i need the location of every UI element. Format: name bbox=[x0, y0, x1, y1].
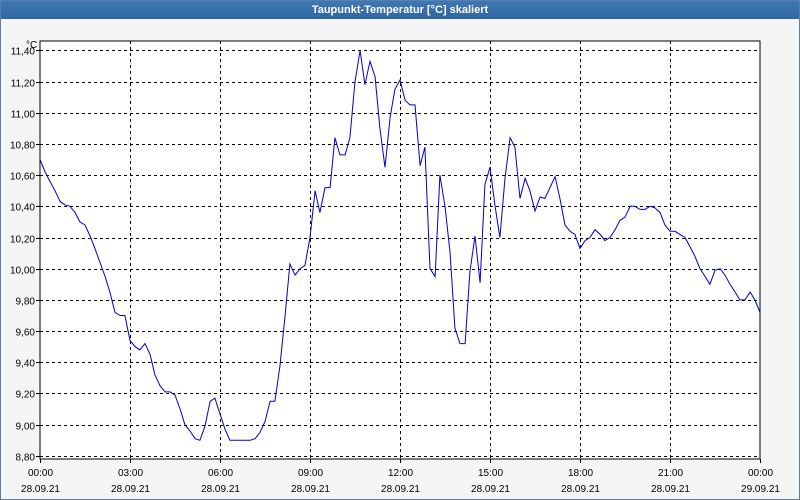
y-tick-label: 10,80 bbox=[10, 141, 35, 152]
x-tick-time-label: 15:00 bbox=[478, 468, 503, 479]
y-tick-label: 9,20 bbox=[16, 390, 36, 401]
y-tick-label: 11,40 bbox=[11, 47, 36, 58]
y-tick-label: 8,80 bbox=[16, 453, 36, 464]
y-tick-label: 11,20 bbox=[11, 79, 36, 90]
x-tick-time-label: 00:00 bbox=[748, 468, 773, 479]
x-tick-time-label: 21:00 bbox=[658, 468, 683, 479]
y-tick-label: 9,60 bbox=[16, 328, 36, 339]
x-tick-date-label: 28.09.21 bbox=[291, 484, 330, 495]
y-tick-label: 10,60 bbox=[10, 172, 35, 183]
y-tick-label: 10,00 bbox=[10, 266, 35, 277]
x-tick-date-label: 28.09.21 bbox=[381, 484, 420, 495]
y-tick-label: 9,40 bbox=[16, 359, 36, 370]
chart-title: Taupunkt-Temperatur [°C] skaliert bbox=[1, 1, 799, 19]
x-tick-date-label: 28.09.21 bbox=[471, 484, 510, 495]
x-tick-date-label: 28.09.21 bbox=[651, 484, 690, 495]
x-tick-time-label: 12:00 bbox=[388, 468, 413, 479]
x-tick-date-label: 29.09.21 bbox=[741, 484, 780, 495]
x-tick-time-label: 18:00 bbox=[568, 468, 593, 479]
x-tick-time-label: 09:00 bbox=[298, 468, 323, 479]
x-tick-time-label: 03:00 bbox=[118, 468, 143, 479]
x-tick-date-label: 28.09.21 bbox=[111, 484, 150, 495]
y-tick-label: 9,80 bbox=[16, 297, 36, 308]
x-tick-time-label: 06:00 bbox=[208, 468, 233, 479]
y-tick-label: 10,40 bbox=[10, 203, 35, 214]
x-tick-date-label: 28.09.21 bbox=[561, 484, 600, 495]
y-tick-label: 9,00 bbox=[16, 422, 36, 433]
y-axis-unit-label: °C bbox=[26, 40, 37, 51]
x-tick-time-label: 00:00 bbox=[28, 468, 53, 479]
y-tick-label: 11,00 bbox=[11, 110, 36, 121]
y-tick-label: 10,20 bbox=[10, 235, 35, 246]
x-tick-date-label: 28.09.21 bbox=[201, 484, 240, 495]
series-line bbox=[39, 50, 761, 441]
x-tick-date-label: 28.09.21 bbox=[21, 484, 60, 495]
